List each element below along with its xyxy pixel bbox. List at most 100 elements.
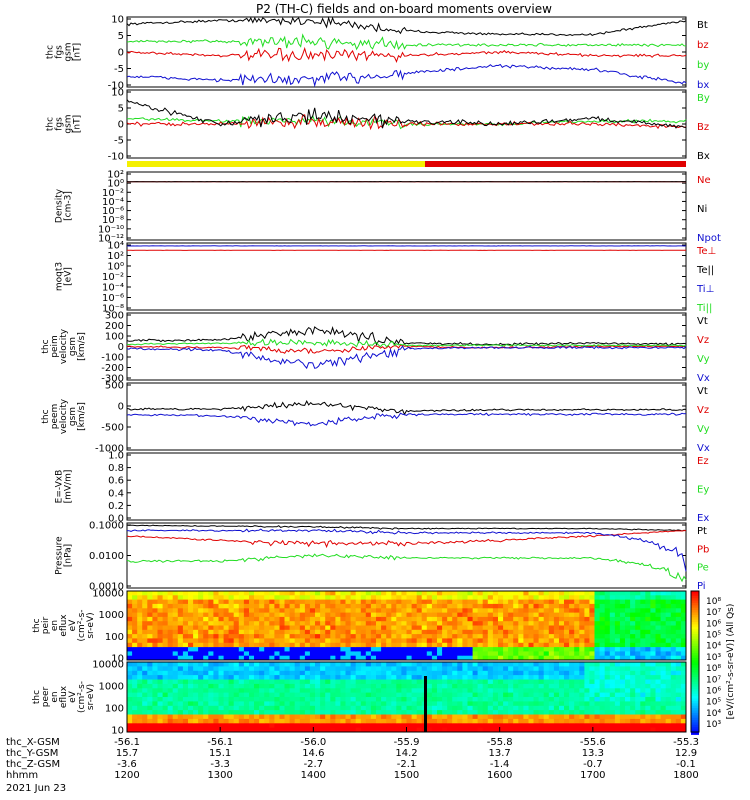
spectrogram-cell [518, 608, 524, 613]
spectrogram-cell [635, 701, 641, 707]
spectrogram-cell [625, 675, 631, 680]
spectrogram-cell [437, 603, 443, 609]
spectrogram-cell [528, 638, 534, 644]
spectrogram-cell [167, 608, 174, 613]
spectrogram-cell [447, 612, 453, 618]
spectrogram-cell [249, 683, 255, 689]
spectrogram-cell [381, 625, 387, 631]
spectrogram-cell [335, 608, 341, 613]
spectrogram-cell [614, 599, 621, 605]
spectrogram-cell [660, 670, 667, 676]
spectrogram-cell [416, 679, 423, 685]
spectrogram-cell [193, 647, 199, 652]
spectrogram-cell [492, 662, 499, 667]
spectrogram-cell [320, 642, 326, 648]
spectrogram-cell [294, 616, 301, 622]
spectrogram-cell [650, 683, 656, 689]
spectrogram-cell [386, 679, 392, 685]
ylabel-line: fgs [55, 45, 65, 59]
spectrogram-cell [370, 662, 377, 667]
spectrogram-cell [243, 727, 250, 733]
spectrogram-cell [614, 655, 621, 661]
spectrogram-cell [589, 629, 595, 635]
spectrogram-cell [208, 647, 214, 652]
spectrogram-cell [254, 679, 260, 685]
spectrogram-cell [274, 591, 280, 596]
spectrogram-cell [238, 675, 245, 680]
spectrogram-cell [452, 599, 458, 605]
spectrogram-cell [182, 697, 189, 702]
spectrogram-cell [315, 688, 321, 694]
spectrogram-cell [680, 705, 687, 711]
spectrogram-cell [365, 679, 372, 685]
ylabel-line: eflux [59, 614, 69, 637]
spectrogram-cell [274, 642, 280, 648]
spectrogram-cell [574, 692, 580, 698]
spectrogram-cell [411, 723, 418, 729]
spectrogram-cell [238, 638, 245, 644]
spectrogram-cell [249, 634, 255, 639]
spectrogram-cell [599, 710, 606, 715]
spectrogram-cell [218, 723, 224, 729]
spectrogram-cell [609, 662, 616, 667]
spectrogram-cell [381, 612, 387, 618]
spectrogram-cell [538, 591, 545, 596]
spectrogram-cell [335, 675, 341, 680]
spectrogram-cell [457, 697, 463, 702]
spectrogram-cell [345, 692, 351, 698]
spectrogram-cell [360, 634, 367, 639]
spectrogram-cell [218, 705, 224, 711]
spectrogram-cell [523, 591, 529, 596]
spectrogram-cell [386, 710, 392, 715]
spectrogram-cell [680, 692, 687, 698]
spectrogram-cell [198, 688, 204, 694]
spectrogram-cell [503, 727, 509, 733]
spectrogram-cell [157, 634, 163, 639]
spectrogram-cell [391, 638, 397, 644]
spectrogram-cell [279, 651, 285, 657]
spectrogram-cell [680, 642, 687, 648]
spectrogram-cell [284, 723, 290, 729]
spectrogram-cell [167, 688, 174, 694]
spectrogram-cell [447, 621, 453, 626]
spectrogram-cell [503, 692, 509, 698]
spectrogram-cell [381, 701, 387, 707]
spectrogram-cell [401, 688, 407, 694]
spectrogram-cell [299, 608, 306, 613]
spectrogram-cell [640, 651, 646, 657]
spectrogram-cell [589, 710, 595, 715]
spectrogram-cell [553, 666, 560, 672]
spectrogram-cell [304, 718, 311, 724]
spectrogram-cell [132, 638, 138, 644]
spectrogram-cell [137, 718, 143, 724]
spectrogram-cell [335, 621, 341, 626]
spectrogram-cell [279, 638, 285, 644]
colorbar-segment [691, 646, 699, 649]
spectrogram-cell [564, 714, 570, 720]
spectrogram-cell [289, 629, 296, 635]
spectrogram-cell [182, 647, 189, 652]
spectrogram-cell [477, 651, 484, 657]
spectrogram-cell [442, 666, 448, 672]
spectrogram-cell [437, 638, 443, 644]
spectrogram-cell [208, 655, 214, 661]
spectrogram-cell [604, 616, 611, 622]
spectrogram-cell [279, 591, 285, 596]
spectrogram-cell [665, 638, 672, 644]
spectrogram-cell [508, 647, 514, 652]
spectrogram-cell [457, 662, 463, 667]
spectrogram-cell [503, 710, 509, 715]
spectrogram-cell [284, 629, 290, 635]
spectrogram-cell [518, 714, 524, 720]
spectrogram-cell [376, 629, 382, 635]
spectrogram-cell [249, 616, 255, 622]
spectrogram-cell [619, 608, 626, 613]
spectrogram-cell [188, 688, 194, 694]
spectrogram-cell [543, 608, 550, 613]
spectrogram-cell [243, 701, 250, 707]
spectrogram-cell [264, 710, 270, 715]
spectrogram-cell [254, 666, 260, 672]
spectrogram-cell [594, 621, 600, 626]
spectrogram-cell [508, 670, 514, 676]
spectrogram-cell [294, 666, 301, 672]
